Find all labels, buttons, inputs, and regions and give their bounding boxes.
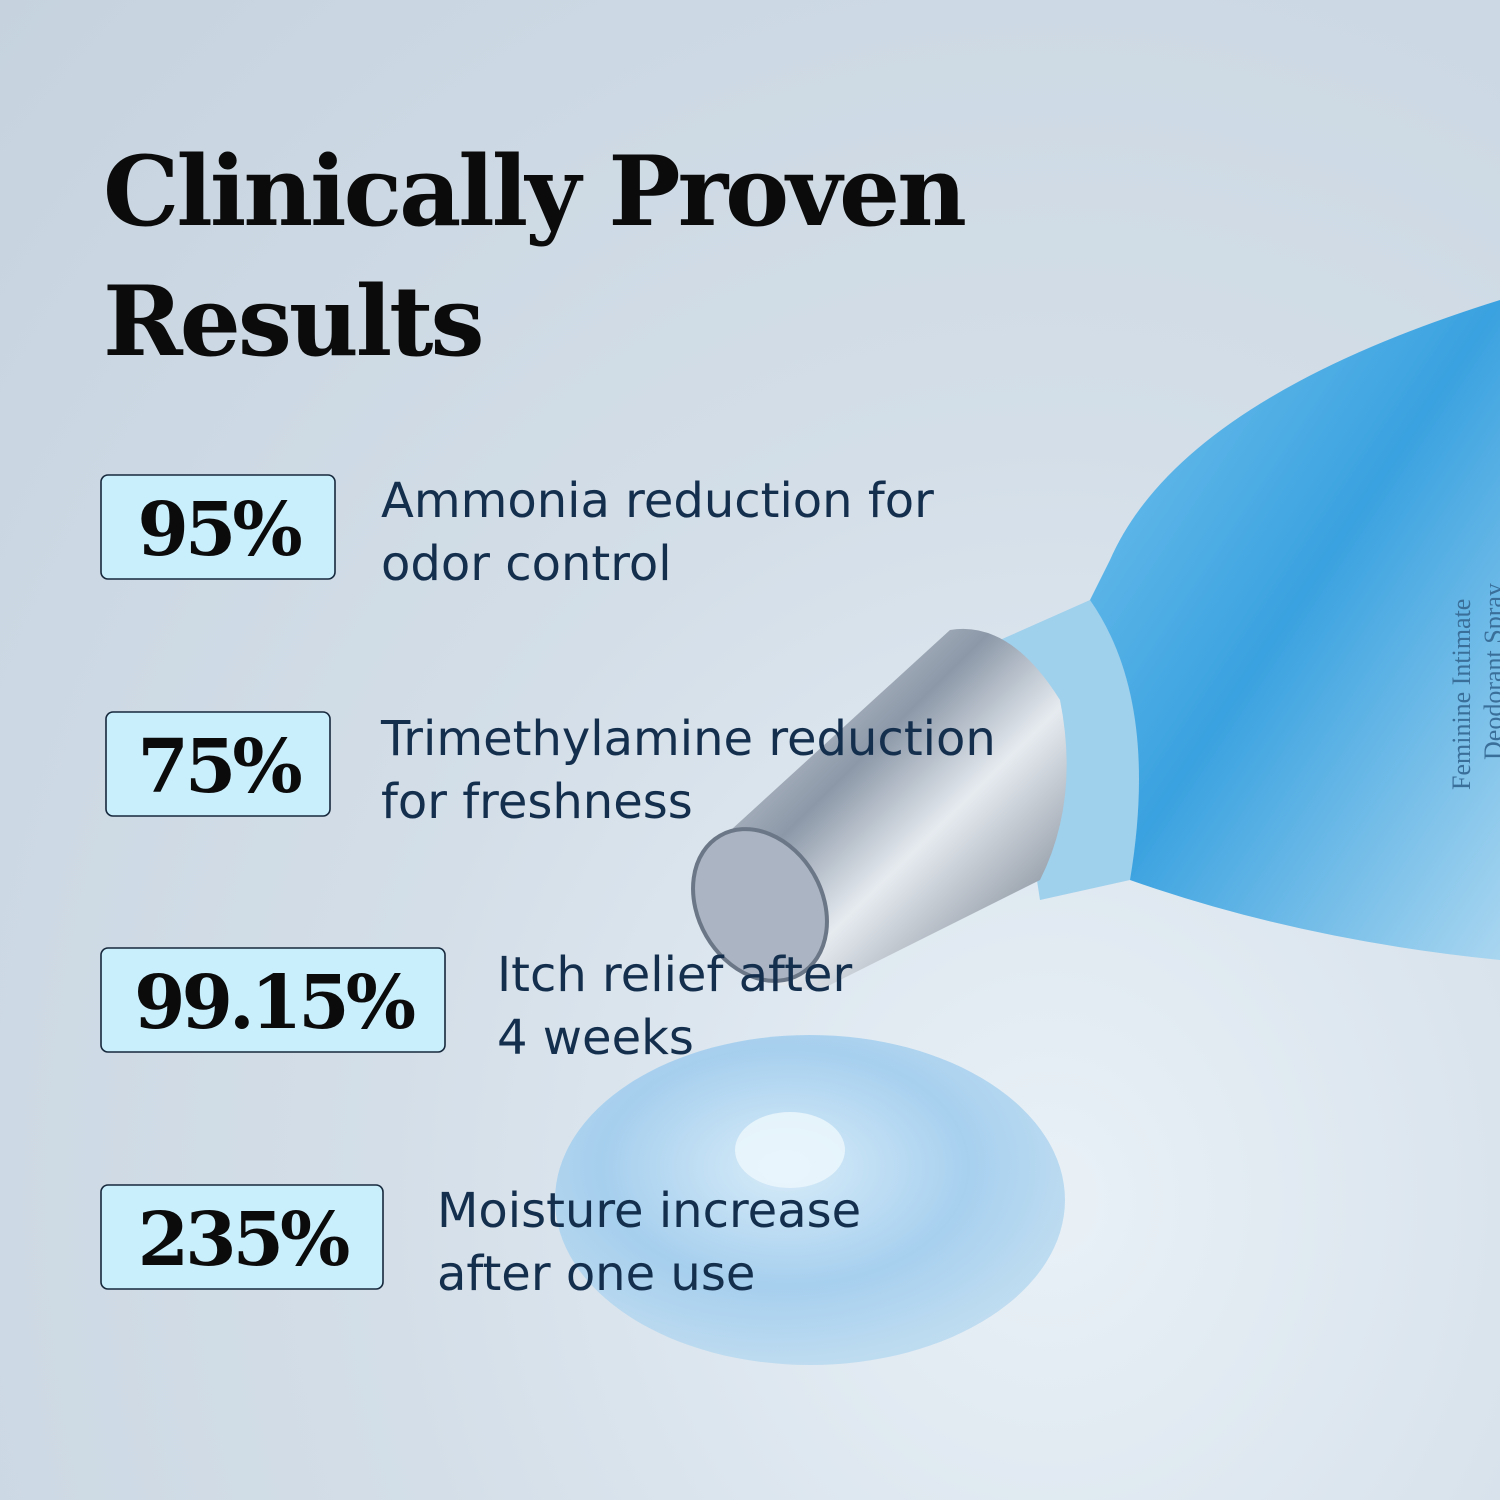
title: Clinically Proven [103, 135, 965, 248]
stat-description: Itch relief after [497, 947, 852, 1003]
stat-description: Ammonia reduction for [381, 473, 934, 529]
stat-description: for freshness [381, 774, 693, 830]
stat-row: 235% Moisture increase after one use [100, 1183, 861, 1302]
gel-drop [555, 1035, 1065, 1365]
stat-value: 235% [138, 1197, 349, 1283]
stat-description: after one use [437, 1246, 755, 1302]
stat-description: Moisture increase [437, 1183, 861, 1239]
stat-row: 75% Trimethylamine reduction for freshness [105, 711, 996, 830]
stat-badge [100, 1184, 384, 1290]
stat-badge [105, 711, 331, 817]
stat-badge [100, 947, 446, 1053]
stat-description: odor control [381, 536, 672, 592]
product-image: Feminine Intimate Deodorant Spray [555, 300, 1500, 1365]
title: Results [103, 265, 482, 378]
bottle-label: Deodorant Spray [1479, 583, 1500, 760]
stat-badge [100, 474, 336, 580]
bottle-label: Feminine Intimate [1447, 599, 1476, 790]
cap-top [691, 827, 829, 983]
stat-row: 95% Ammonia reduction for odor control [100, 473, 934, 592]
stat-value: 95% [137, 487, 301, 573]
stat-description: 4 weeks [497, 1010, 694, 1066]
stat-value: 99.15% [134, 960, 415, 1046]
stat-row: 99.15% Itch relief after 4 weeks [100, 947, 852, 1066]
stat-value: 75% [137, 724, 301, 810]
bottle-body [1058, 300, 1500, 960]
stat-description: Trimethylamine reduction [380, 711, 996, 767]
gel-highlight [735, 1112, 845, 1188]
stats: 95% Ammonia reduction for odor control 75% T… [100, 473, 996, 1302]
